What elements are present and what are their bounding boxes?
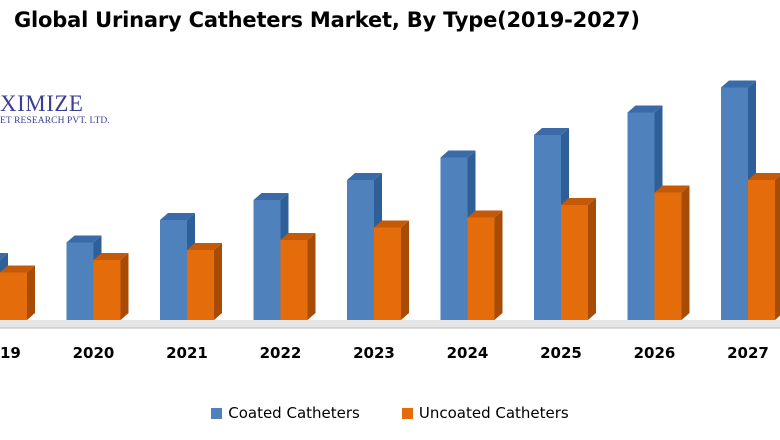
x-tick-label-2025: 2025 (540, 344, 582, 362)
bar-front-face (374, 227, 401, 320)
bar-front-face (721, 87, 748, 320)
bar-front-face (93, 260, 121, 320)
bar-top-face (253, 193, 289, 200)
bar-top-face (467, 210, 503, 218)
bar-front-face (440, 157, 468, 320)
bar-side-face (307, 233, 316, 320)
legend: Coated Catheters Uncoated Catheters (0, 404, 780, 422)
bar-side-face (588, 198, 596, 320)
bar-uncoated-2024 (467, 210, 503, 320)
bar-uncoated-2022 (280, 233, 316, 320)
bar-top-face (654, 185, 690, 193)
bar-top-face (0, 253, 8, 260)
bar-top-face (160, 213, 195, 220)
chart-floor (0, 320, 780, 328)
bar-top-face (187, 243, 222, 250)
watermark-logo: XIMIZE ET RESEARCH PVT. LTD. (0, 92, 110, 127)
legend-label-uncoated: Uncoated Catheters (418, 404, 569, 422)
x-tick-label-2022: 2022 (260, 344, 302, 362)
bar-uncoated-2019 (0, 265, 35, 320)
bar-side-face (401, 220, 409, 320)
bar-front-face (467, 217, 495, 320)
bar-front-face (280, 240, 308, 320)
bar-top-face (93, 253, 129, 260)
bar-top-face (748, 173, 780, 180)
x-tick-label-2021: 2021 (166, 344, 208, 362)
bar-top-face (561, 198, 596, 205)
watermark-line-2: ET RESEARCH PVT. LTD. (0, 116, 110, 126)
x-tick-label-2024: 2024 (447, 344, 489, 362)
bar-front-face (66, 242, 94, 320)
legend-swatch-uncoated (401, 407, 413, 419)
bar-top-face (721, 80, 756, 88)
bar-side-face (494, 210, 503, 320)
bar-top-face (534, 128, 569, 135)
x-tick-label-2023: 2023 (353, 344, 395, 362)
bar-top-face (0, 265, 35, 273)
bar-top-face (347, 173, 382, 180)
bar-front-face (534, 135, 561, 320)
bar-coated-2020 (66, 235, 102, 320)
bar-front-face (561, 205, 588, 320)
bar-front-face (748, 180, 775, 320)
bar-uncoated-2020 (93, 253, 129, 320)
legend-label-coated: Coated Catheters (228, 404, 360, 422)
bar-front-face (253, 200, 281, 320)
bar-front-face (0, 272, 27, 320)
bar-front-face (627, 112, 655, 320)
bar-uncoated-2023 (374, 220, 409, 320)
bar-front-face (187, 250, 214, 320)
legend-item-uncoated: Uncoated Catheters (401, 404, 569, 422)
legend-swatch-coated (211, 407, 223, 419)
bar-side-face (681, 185, 690, 320)
chart-title: Global Urinary Catheters Market, By Type… (14, 8, 640, 32)
bar-side-face (27, 265, 35, 320)
x-tick-label-2020: 2020 (73, 344, 115, 362)
bar-side-face (214, 243, 222, 320)
bar-top-face (440, 150, 476, 158)
bar-side-face (120, 253, 129, 320)
bar-front-face (347, 180, 374, 320)
bar-top-face (374, 220, 409, 228)
bar-top-face (66, 235, 102, 243)
legend-item-coated: Coated Catheters (211, 404, 360, 422)
bar-uncoated-2025 (561, 198, 596, 320)
x-tick-label-2019: 2019 (0, 344, 21, 362)
bar-front-face (654, 192, 682, 320)
bar-front-face (160, 220, 187, 320)
x-tick-label-2027: 2027 (727, 344, 769, 362)
bar-top-face (280, 233, 316, 240)
watermark-line-1: XIMIZE (0, 91, 84, 116)
bar-top-face (627, 105, 663, 113)
bar-uncoated-2027 (748, 173, 780, 320)
bar-side-face (775, 175, 780, 320)
bar-uncoated-2026 (654, 185, 690, 320)
bar-uncoated-2021 (187, 243, 222, 320)
x-tick-label-2026: 2026 (634, 344, 676, 362)
